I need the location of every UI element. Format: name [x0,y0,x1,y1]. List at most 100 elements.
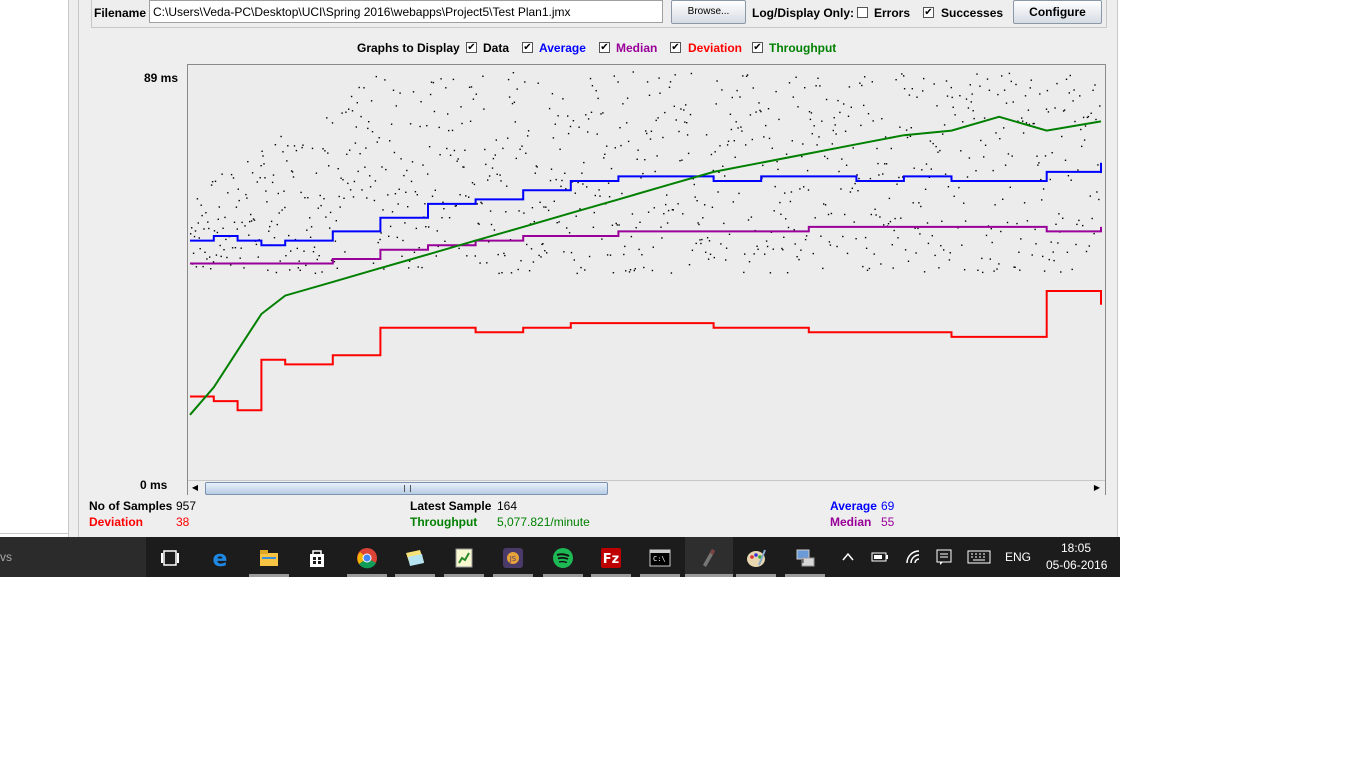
data-point [471,182,474,184]
median-checkbox[interactable]: ✔ [599,42,610,53]
clock-date[interactable]: 05-06-2016 [1046,558,1108,572]
taskbar-search-area[interactable]: vs [0,537,146,577]
paint-icon[interactable] [745,547,767,569]
network-app-icon[interactable] [794,547,816,569]
data-point [413,251,416,253]
data-checkbox[interactable]: ✔ [466,42,477,53]
edge-icon[interactable]: e [209,547,231,569]
throughput-checkbox[interactable]: ✔ [752,42,763,53]
data-point [732,201,734,203]
data-point [291,171,294,173]
keyboard-icon[interactable] [967,550,991,564]
average-checkbox[interactable]: ✔ [522,42,533,53]
clock-time[interactable]: 18:05 [1061,541,1092,555]
data-point [954,114,956,116]
data-point [882,173,884,175]
browse-button[interactable]: Browse... [671,0,746,24]
data-point [566,227,568,229]
data-point [527,135,529,137]
data-point [354,142,357,144]
data-point [344,251,346,253]
data-point [915,252,917,254]
data-point [279,260,281,262]
data-point [828,241,831,243]
errors-checkbox[interactable] [857,7,868,18]
pen-app-active-highlight [685,537,733,577]
data-point [253,219,256,221]
data-point [491,167,494,169]
data-point [595,90,597,92]
data-point [1093,232,1095,235]
data-point [876,147,878,150]
data-point [1020,238,1022,240]
filezilla-icon[interactable]: Fz [600,547,622,569]
language-indicator[interactable]: ENG [1005,550,1032,564]
task-view-icon[interactable] [159,547,181,569]
data-point [443,208,445,210]
data-point [618,224,620,226]
data-point [986,78,989,80]
data-point [1049,178,1051,181]
data-point [643,266,645,269]
scroll-thumb[interactable] [205,482,608,495]
game-active-indicator [493,574,533,577]
data-point [1068,92,1070,94]
data-point [875,214,877,216]
file-explorer-icon[interactable] [258,547,280,569]
data-point [860,124,862,127]
data-point [1089,195,1091,197]
deviation-checkbox[interactable]: ✔ [670,42,681,53]
successes-checkbox[interactable]: ✔ [923,7,934,18]
game-icon[interactable]: JS [502,547,524,569]
battery-icon[interactable] [871,550,889,564]
chevron-up-icon[interactable] [841,550,855,564]
notification-icon[interactable] [935,549,953,565]
data-point [235,206,238,208]
store-icon[interactable] [306,547,328,569]
scroll-left-icon[interactable]: ◀ [191,483,199,492]
data-point [743,271,745,274]
data-point [429,93,432,96]
data-point [899,126,901,128]
data-point [1028,123,1031,125]
data-point [925,163,928,165]
data-point [236,228,238,230]
data-point [785,218,787,220]
splitter[interactable] [69,0,79,537]
chrome-icon[interactable] [356,547,378,569]
data-point [452,78,455,81]
data-point [911,88,913,90]
scroll-right-icon[interactable]: ▶ [1093,483,1101,492]
data-point [712,169,714,172]
data-point [422,164,424,166]
data-point [768,137,771,140]
y-min-label: 0 ms [140,478,168,492]
configure-button[interactable]: Configure [1013,0,1102,24]
data-point [626,122,628,124]
data-point [688,264,691,266]
data-point [584,269,586,271]
data-point [992,169,994,172]
command-prompt-icon[interactable]: C:\ [649,547,671,569]
data-point [708,240,711,242]
data-point [705,251,707,253]
data-point [1003,127,1005,129]
data-point [537,82,539,84]
data-point [1057,242,1059,244]
data-point [398,188,400,190]
data-point [532,261,535,263]
wifi-icon[interactable] [904,549,922,565]
sticky-notes-icon[interactable] [404,547,426,569]
data-point [394,193,397,195]
data-point [782,249,784,251]
data-point [630,235,633,238]
data-point [686,134,689,136]
spreadsheet-icon[interactable] [453,547,475,569]
data-point [892,267,894,269]
data-point [962,121,964,123]
filename-field[interactable]: C:\Users\Veda-PC\Desktop\UCI\Spring 2016… [149,0,663,23]
spotify-icon[interactable] [552,547,574,569]
graph-scrollbar[interactable]: ◀ ▶ [188,480,1105,495]
data-point [585,114,587,116]
data-point [490,223,493,226]
